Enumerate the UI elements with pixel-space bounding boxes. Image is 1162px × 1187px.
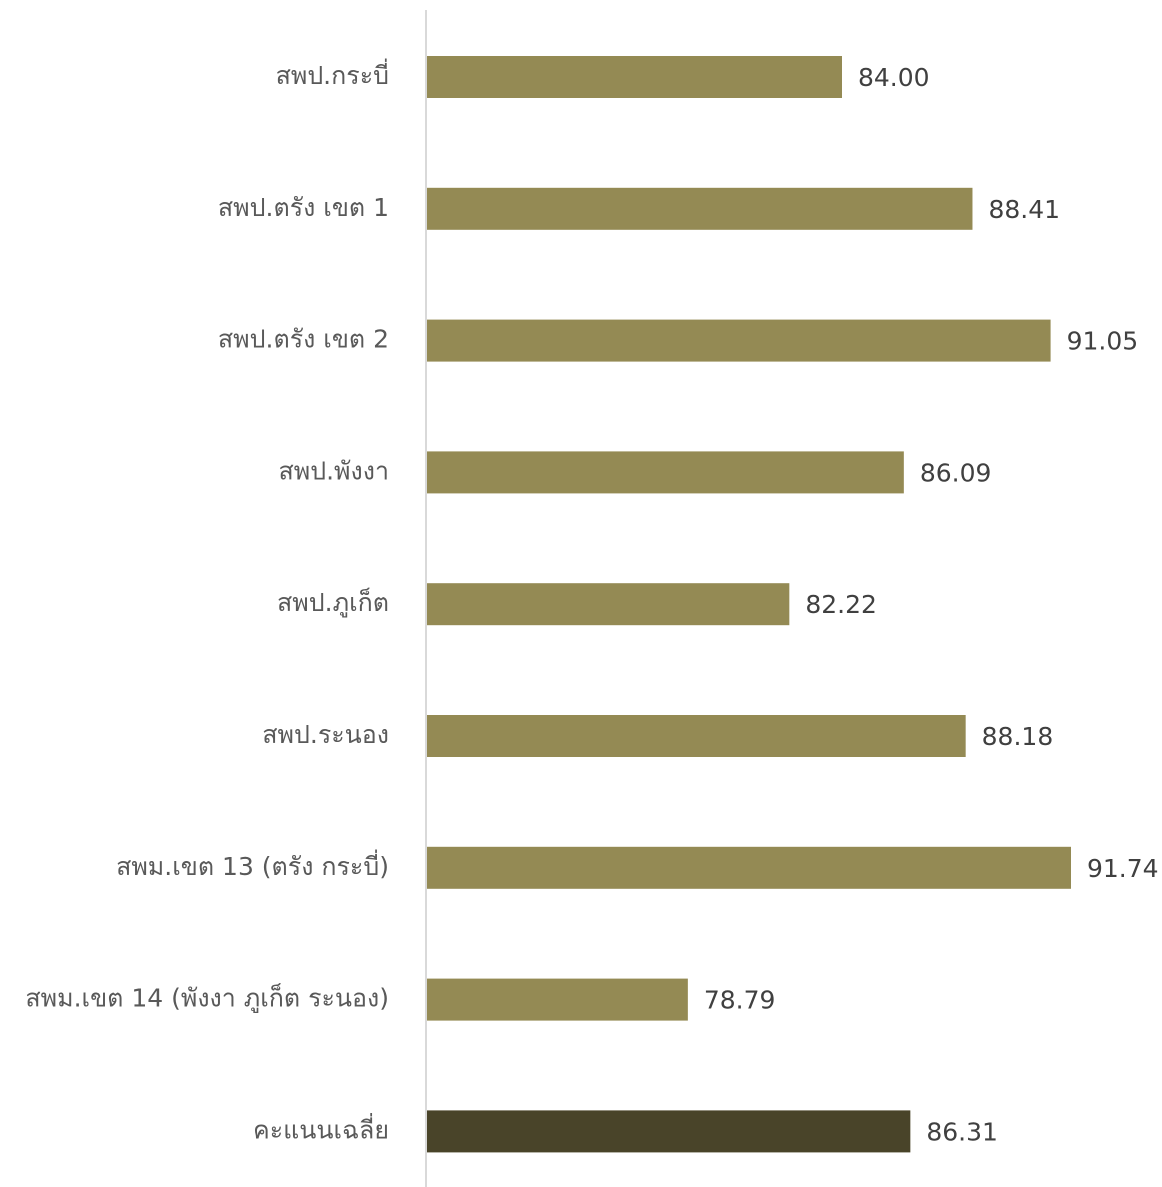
data-label: 82.22 xyxy=(805,590,877,619)
bars-group xyxy=(427,56,1071,1153)
category-label: คะแนนเฉลี่ย xyxy=(253,1112,389,1144)
data-label: 88.18 xyxy=(982,722,1054,751)
category-label: สพป.ระนอง xyxy=(262,720,389,749)
value-labels-group: 84.00 88.41 91.05 86.09 82.22 88.18 91.74 78.79… xyxy=(704,63,1159,1146)
data-label: 78.79 xyxy=(704,986,776,1015)
data-label: 86.31 xyxy=(926,1117,998,1146)
bar xyxy=(427,583,790,626)
category-label: สพป.กระบี่ xyxy=(276,58,389,90)
bar xyxy=(427,451,904,494)
category-label: สพม.เขต 13 (ตรัง กระบี่) xyxy=(116,849,389,881)
bar xyxy=(427,978,688,1021)
data-label: 91.74 xyxy=(1087,854,1159,883)
data-label: 84.00 xyxy=(858,63,930,92)
category-label: สพป.ภูเก็ต xyxy=(277,587,389,618)
category-label: สพป.ตรัง เขต 2 xyxy=(218,325,389,354)
category-label: สพม.เขต 14 (พังงา ภูเก็ต ระนอง) xyxy=(25,983,389,1014)
average-bar xyxy=(427,1110,911,1153)
bar xyxy=(427,846,1071,889)
bar xyxy=(427,715,966,757)
data-label: 86.09 xyxy=(920,458,992,487)
category-label: สพป.ตรัง เขต 1 xyxy=(218,193,389,222)
bar xyxy=(427,56,842,98)
data-label: 91.05 xyxy=(1067,327,1139,356)
bar xyxy=(427,187,973,230)
category-labels-group: สพป.กระบี่สพป.ตรัง เขต 1 สพป.ตรัง เขต 2 สพ… xyxy=(25,58,389,1144)
data-label: 88.41 xyxy=(988,195,1060,224)
bar xyxy=(427,319,1051,362)
category-label: สพป.พังงา xyxy=(279,456,390,485)
